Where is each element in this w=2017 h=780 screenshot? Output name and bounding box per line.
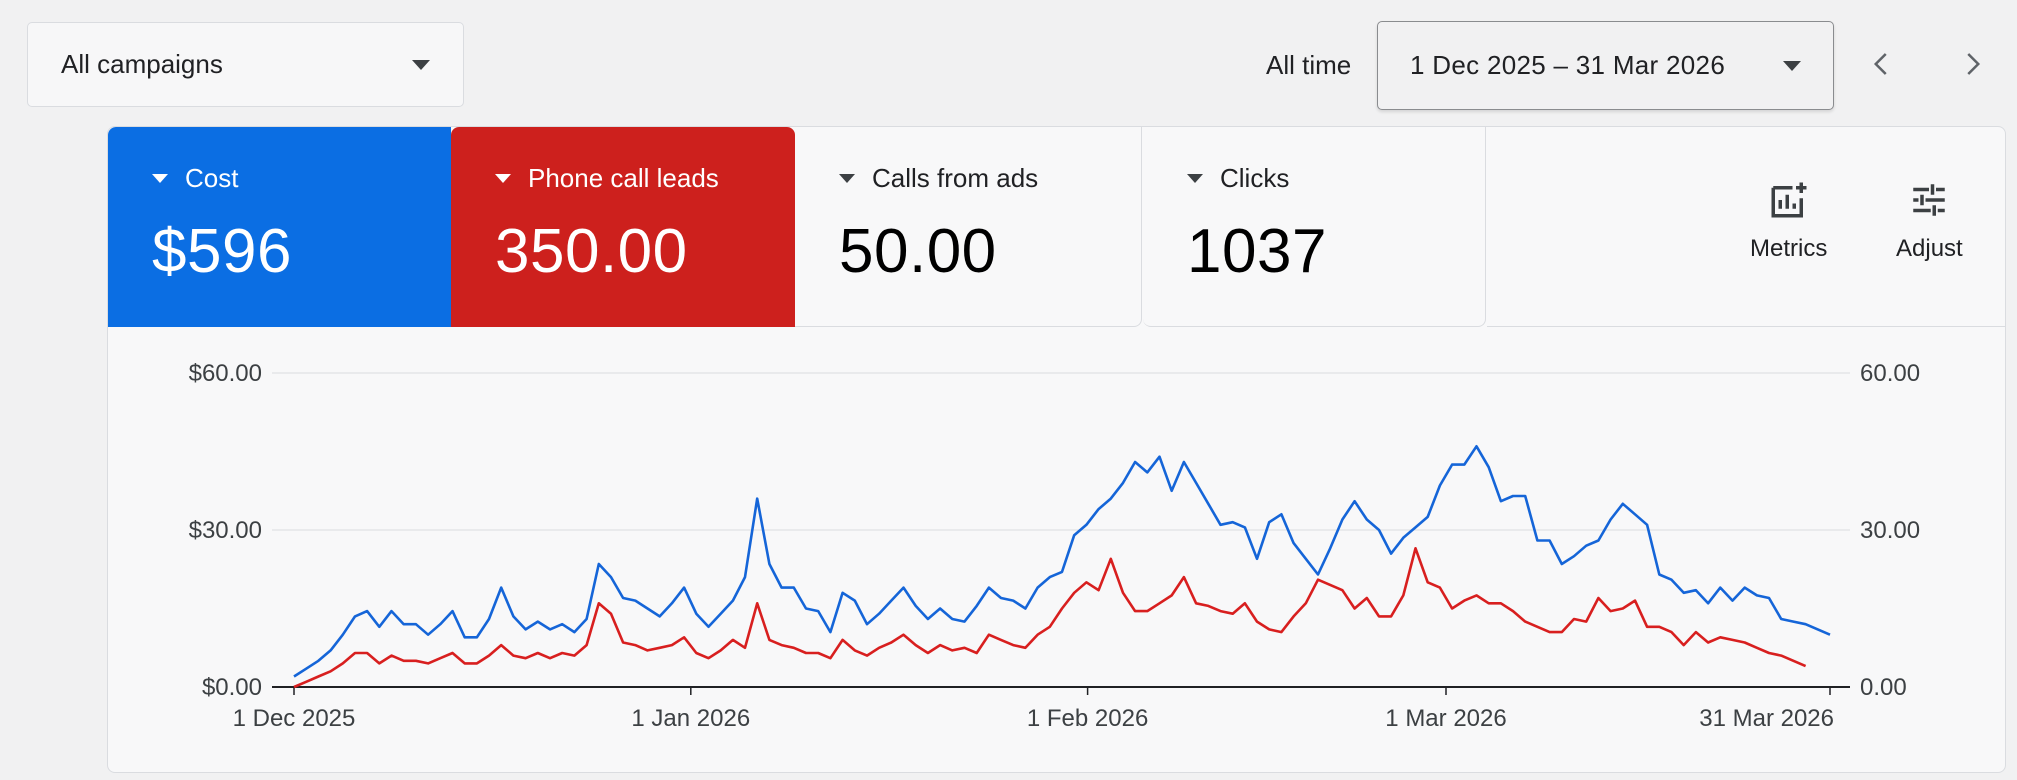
metric-tile-clicks[interactable]: Clicks 1037 bbox=[1143, 127, 1486, 327]
add-chart-icon bbox=[1771, 182, 1807, 218]
x-tick-label: 31 Mar 2026 bbox=[1699, 705, 1834, 732]
metric-tiles: Cost $596 Phone call leads 350.00 Calls … bbox=[108, 127, 2005, 327]
metric-dropdown-icon[interactable] bbox=[152, 174, 168, 183]
metric-tile-phone-call-leads[interactable]: Phone call leads 350.00 bbox=[451, 127, 795, 327]
chevron-left-icon bbox=[1873, 53, 1887, 75]
metric-tile-value: 1037 bbox=[1187, 217, 1327, 286]
dropdown-caret-icon bbox=[1783, 60, 1801, 71]
metric-tile-cost[interactable]: Cost $596 bbox=[108, 127, 451, 327]
metric-tile-label: Calls from ads bbox=[872, 163, 1039, 193]
x-tick-label: 1 Mar 2026 bbox=[1385, 705, 1506, 732]
metric-tile-value: 350.00 bbox=[495, 217, 688, 286]
x-tick-label: 1 Jan 2026 bbox=[631, 705, 750, 732]
campaign-filter-dropdown[interactable]: All campaigns bbox=[27, 22, 464, 107]
y-left-tick-label: $30.00 bbox=[189, 517, 262, 544]
metric-tile-value: $596 bbox=[152, 217, 292, 286]
prev-period-button[interactable] bbox=[1860, 42, 1904, 86]
next-period-button[interactable] bbox=[1950, 42, 1994, 86]
metrics-button[interactable]: Metrics bbox=[1750, 179, 1827, 263]
tune-icon bbox=[1913, 184, 1946, 216]
date-range-picker[interactable]: 1 Dec 2025 – 31 Mar 2026 bbox=[1377, 21, 1834, 110]
series-line-phone-call-leads bbox=[293, 547, 1807, 689]
date-preset-label: All time bbox=[1266, 50, 1352, 80]
metric-dropdown-icon[interactable] bbox=[495, 174, 511, 183]
metric-tile-value: 50.00 bbox=[839, 217, 997, 286]
adjust-label: Adjust bbox=[1896, 235, 1963, 262]
metric-dropdown-icon[interactable] bbox=[1187, 174, 1203, 183]
metric-tile-label: Clicks bbox=[1220, 163, 1290, 193]
x-tick-label: 1 Feb 2026 bbox=[1027, 705, 1148, 732]
chart-tools: Metrics Adjust bbox=[1487, 127, 2005, 327]
y-right-tick-label: 30.00 bbox=[1860, 517, 1920, 544]
adjust-button[interactable]: Adjust bbox=[1896, 179, 1963, 263]
metric-dropdown-icon[interactable] bbox=[839, 174, 855, 183]
performance-chart: $0.00 0.00 $30.00 30.00 $60.00 60.00 1 Dec 202… bbox=[108, 327, 2005, 772]
metric-tile-calls-from-ads[interactable]: Calls from ads 50.00 bbox=[795, 127, 1142, 327]
dropdown-caret-icon bbox=[412, 59, 430, 70]
date-range-label: 1 Dec 2025 – 31 Mar 2026 bbox=[1410, 50, 1726, 80]
metrics-label: Metrics bbox=[1750, 235, 1828, 262]
x-tick-label: 1 Dec 2025 bbox=[233, 705, 356, 732]
y-right-tick-label: 60.00 bbox=[1860, 360, 1920, 387]
campaign-filter-label: All campaigns bbox=[61, 49, 223, 79]
y-right-tick-label: 0.00 bbox=[1860, 674, 1907, 701]
chevron-right-icon bbox=[1967, 53, 1981, 75]
y-left-tick-label: $0.00 bbox=[202, 674, 262, 701]
metric-tile-label: Phone call leads bbox=[528, 163, 719, 193]
performance-card: Cost $596 Phone call leads 350.00 Calls … bbox=[107, 126, 2006, 773]
series-line-cost bbox=[293, 445, 1831, 678]
metric-tile-label: Cost bbox=[185, 163, 239, 193]
y-left-tick-label: $60.00 bbox=[189, 360, 262, 387]
line-chart: $0.00 0.00 $30.00 30.00 $60.00 60.00 1 Dec 202… bbox=[189, 360, 1920, 732]
